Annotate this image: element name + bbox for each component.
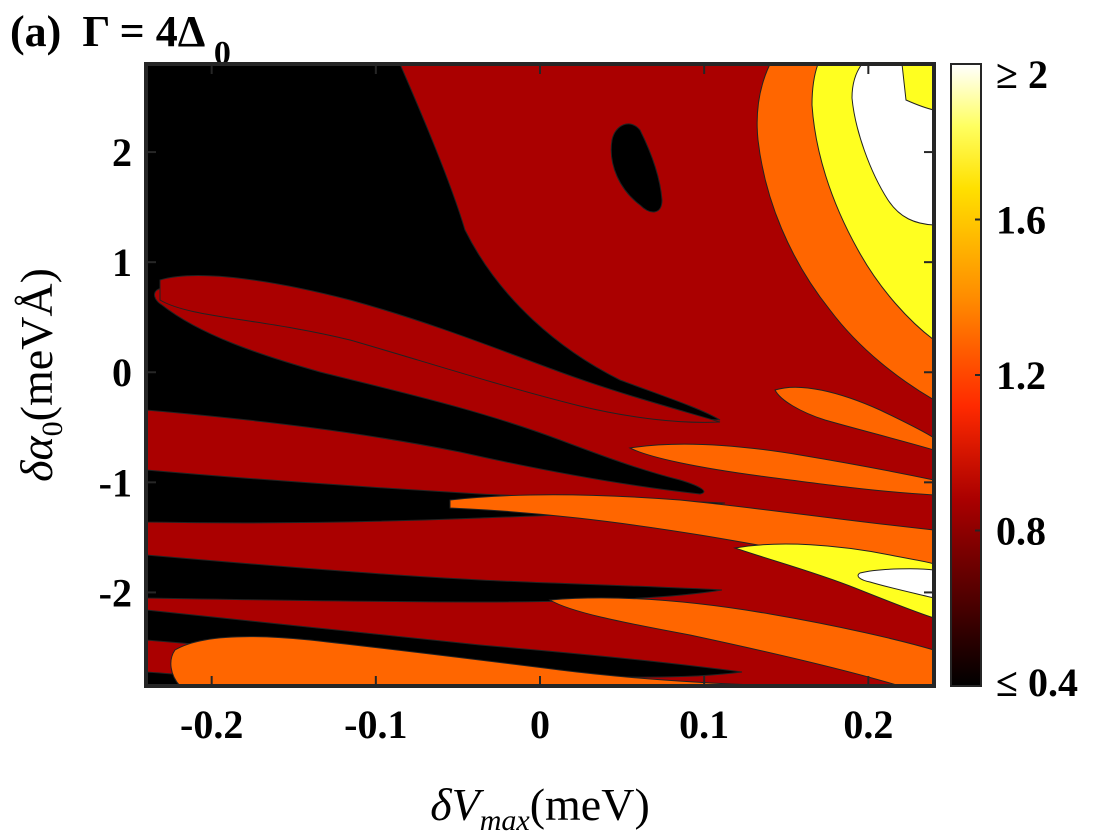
contour-region-orange-lower-left xyxy=(170,636,781,686)
x-axis-label: δVmax(meV) xyxy=(430,779,650,837)
x-tick-label: 0.1 xyxy=(679,702,729,747)
contour-plot xyxy=(146,64,934,686)
colorbar-tick-label: 0.8 xyxy=(996,509,1046,554)
title-text: Γ = 4Δ xyxy=(82,7,204,56)
contour-region-white-top-right xyxy=(851,64,934,226)
y-axis-label: δα0(meVÅ) xyxy=(11,268,69,482)
y-tick-label: 2 xyxy=(112,130,132,175)
contour-region-white-patch-lower xyxy=(857,568,934,599)
contour-region-black-band-2 xyxy=(146,554,723,603)
y-tick-label: 0 xyxy=(112,350,132,395)
colorbar-tick-label: 1.2 xyxy=(996,353,1046,398)
contour-region-yellow-streak xyxy=(733,543,934,619)
contour-region-red-tongue xyxy=(159,275,721,423)
y-tick-label: -1 xyxy=(99,460,132,505)
contour-region-orange-streak-3 xyxy=(774,386,934,451)
colorbar-tick-label: 1.6 xyxy=(996,198,1046,243)
x-tick-label: -0.2 xyxy=(180,702,243,747)
x-axis: -0.2 -0.1 0 0.1 0.2 xyxy=(180,64,893,747)
colorbar-tick-label: ≥ 2 xyxy=(996,52,1048,97)
chart-title: (a) Γ = 4Δ 0 xyxy=(10,7,231,72)
panel-label: (a) xyxy=(10,7,61,56)
contour-region-black-island xyxy=(610,123,663,213)
x-tick-label: 0 xyxy=(530,702,550,747)
y-axis: 2 1 0 -1 -2 xyxy=(99,130,934,615)
y-tick-label: 1 xyxy=(112,240,132,285)
contour-region-orange-streak-4 xyxy=(548,597,934,686)
colorbar-ticks: ≥ 2 1.6 1.2 0.8 ≤ 0.4 xyxy=(975,52,1078,705)
x-tick-label: 0.2 xyxy=(843,702,893,747)
x-tick-label: -0.1 xyxy=(344,702,407,747)
y-tick-label: -2 xyxy=(99,570,132,615)
colorbar-tick-label: ≤ 0.4 xyxy=(996,660,1078,705)
contour-region-orange-streak-2 xyxy=(628,443,934,496)
